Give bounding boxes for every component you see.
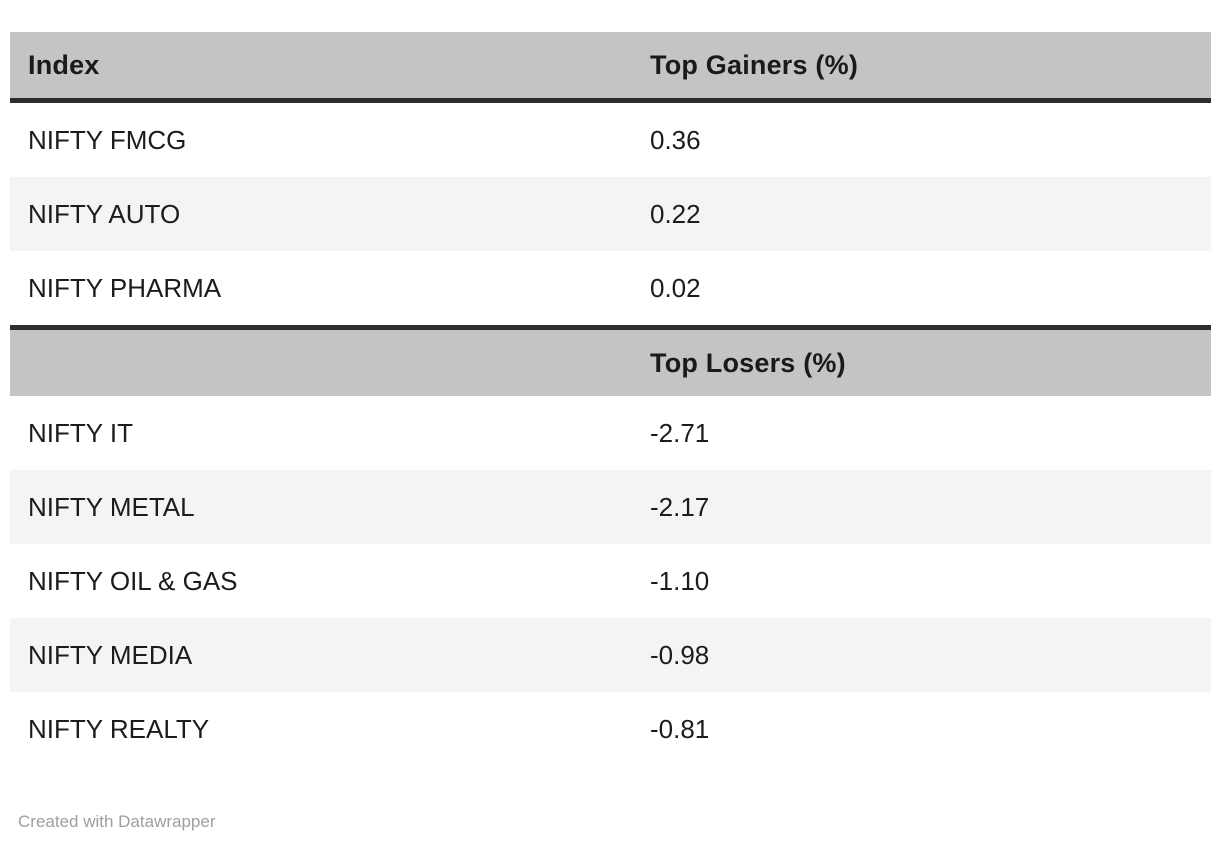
table-row: NIFTY METAL -2.17 bbox=[10, 470, 1211, 544]
losers-header-row: Top Losers (%) bbox=[10, 327, 1211, 396]
index-cell: NIFTY METAL bbox=[28, 491, 195, 522]
index-cell: NIFTY MEDIA bbox=[28, 639, 193, 670]
table-row: NIFTY AUTO 0.22 bbox=[10, 177, 1211, 251]
losers-column-header: Top Losers (%) bbox=[632, 327, 1211, 396]
gainers-section-header: Index Top Gainers (%) bbox=[10, 32, 1211, 101]
table-row: NIFTY FMCG 0.36 bbox=[10, 100, 1211, 177]
value-cell: 0.36 bbox=[650, 124, 701, 155]
table-row: NIFTY MEDIA -0.98 bbox=[10, 618, 1211, 692]
gainers-header-row: Index Top Gainers (%) bbox=[10, 32, 1211, 101]
value-cell: 0.02 bbox=[650, 272, 701, 303]
table-row: NIFTY PHARMA 0.02 bbox=[10, 251, 1211, 328]
value-cell: -0.98 bbox=[650, 639, 710, 670]
table-row: NIFTY OIL & GAS -1.10 bbox=[10, 544, 1211, 618]
gainers-column-header: Top Gainers (%) bbox=[632, 32, 1211, 101]
gainers-section-body: NIFTY FMCG 0.36 NIFTY AUTO 0.22 NIFTY PH… bbox=[10, 100, 1211, 328]
index-column-header: Index bbox=[10, 32, 632, 101]
value-cell: -1.10 bbox=[650, 565, 710, 596]
index-cell: NIFTY AUTO bbox=[28, 198, 181, 229]
index-cell: NIFTY REALTY bbox=[28, 713, 210, 744]
value-cell: -0.81 bbox=[650, 713, 710, 744]
attribution-text: Created with Datawrapper bbox=[18, 812, 216, 831]
value-cell: 0.22 bbox=[650, 198, 701, 229]
table-row: NIFTY REALTY -0.81 bbox=[10, 692, 1211, 766]
table-row: NIFTY IT -2.71 bbox=[10, 396, 1211, 470]
losers-section-body: NIFTY IT -2.71 NIFTY METAL -2.17 NIFTY O… bbox=[10, 396, 1211, 766]
empty-column-header bbox=[10, 327, 632, 396]
value-cell: -2.17 bbox=[650, 491, 710, 522]
index-cell: NIFTY PHARMA bbox=[28, 272, 222, 303]
indices-table: Index Top Gainers (%) NIFTY FMCG 0.36 NI… bbox=[10, 32, 1211, 766]
index-cell: NIFTY IT bbox=[28, 417, 133, 448]
value-cell: -2.71 bbox=[650, 417, 710, 448]
index-cell: NIFTY FMCG bbox=[28, 124, 187, 155]
index-cell: NIFTY OIL & GAS bbox=[28, 565, 238, 596]
losers-section-header: Top Losers (%) bbox=[10, 327, 1211, 396]
